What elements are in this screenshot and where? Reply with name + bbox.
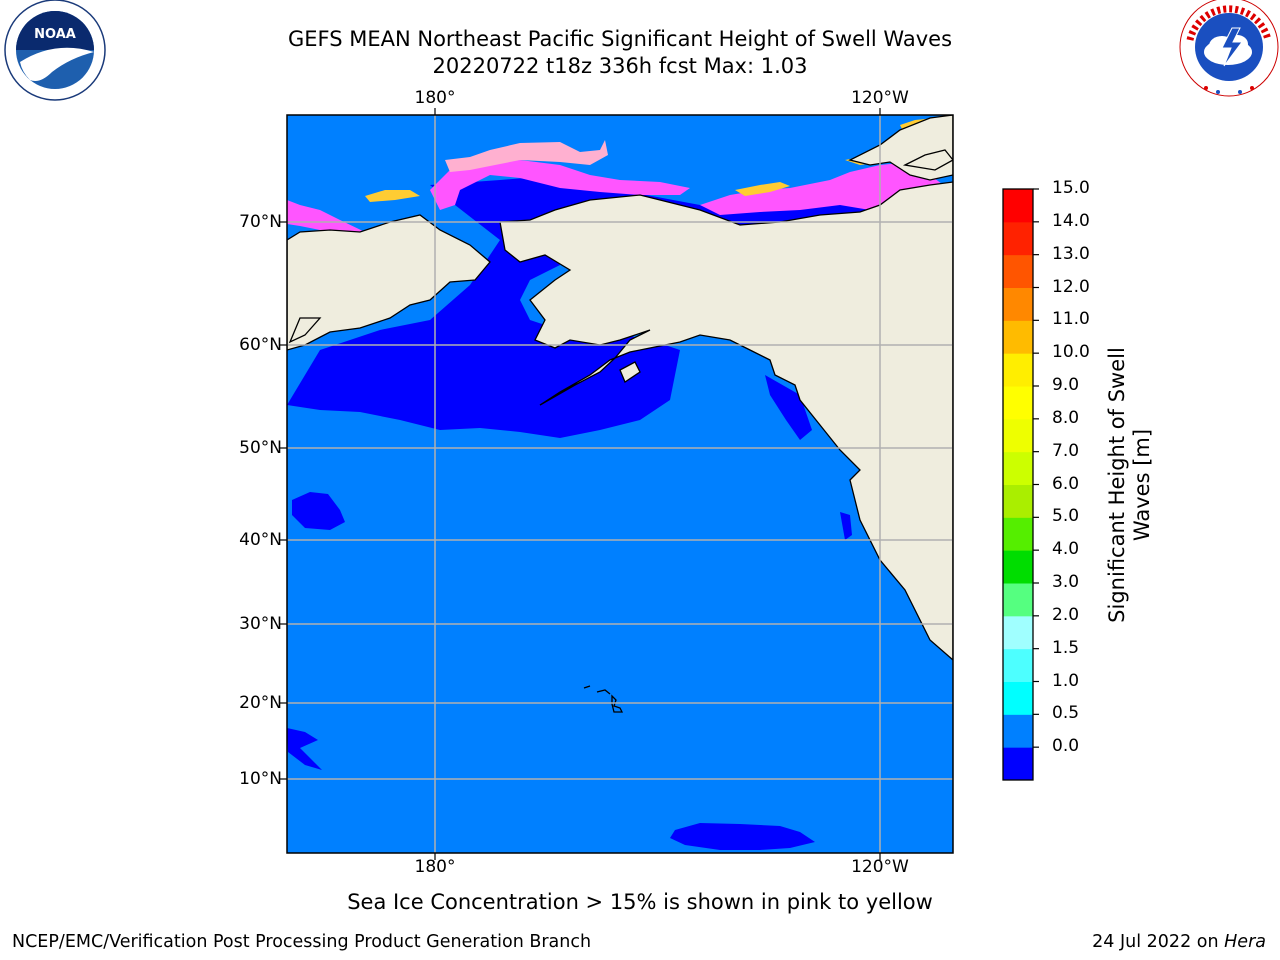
colorbar-tick-label: 9.0 <box>1052 375 1080 395</box>
colorbar-tick-label: 2.0 <box>1052 604 1080 625</box>
lat-label-60n: 60°N <box>239 335 282 355</box>
lat-label-50n: 50°N <box>239 438 282 458</box>
lon-label-top-180: 180° <box>414 88 456 108</box>
colorbar-tick-label: 0.5 <box>1052 703 1080 724</box>
colorbar-tick-label: 5.0 <box>1052 506 1080 527</box>
sea-ice-footnote: Sea Ice Concentration > 15% is shown in … <box>347 890 933 914</box>
chart-title: GEFS MEAN Northeast Pacific Significant … <box>287 27 953 51</box>
colorbar-swatch <box>1003 615 1033 650</box>
date-stamp: 24 Jul 2022 on Hera <box>1092 932 1266 952</box>
colorbar-swatch <box>1003 648 1033 682</box>
colorbar-swatch <box>1003 287 1033 321</box>
noaa-logo-text: NOAA <box>34 27 76 42</box>
swell-below-0.5-regions <box>287 175 953 850</box>
lon-label-bottom-180: 180° <box>414 857 456 877</box>
colorbar-tick-label: 11.0 <box>1052 309 1090 330</box>
colorbar-tick-label: 1.0 <box>1052 670 1080 691</box>
lat-label-30n: 30°N <box>239 614 282 634</box>
colorbar-swatch <box>1003 418 1033 453</box>
map-ticks <box>280 108 881 860</box>
lat-label-10n: 10°N <box>239 769 282 789</box>
graticule <box>287 115 953 853</box>
stamp-host: Hera <box>1224 932 1266 952</box>
colorbar-tick-label: 8.0 <box>1052 407 1080 428</box>
lat-label-70n: 70°N <box>239 212 282 232</box>
colorbar-tick-label: 6.0 <box>1052 473 1080 494</box>
colorbar-swatch <box>1003 714 1033 748</box>
colorbar-swatch <box>1003 484 1033 518</box>
chart-subtitle: 20220722 t18z 336h fcst Max: 1.03 <box>432 54 808 78</box>
colorbar-swatch <box>1003 386 1033 420</box>
hawaii-islands <box>583 685 624 713</box>
colorbar-swatch <box>1003 320 1033 354</box>
map-frame <box>286 114 954 854</box>
colorbar-label-line2: Waves [m] <box>1130 428 1154 542</box>
colorbar-tick-label: 13.0 <box>1052 243 1090 264</box>
colorbar-tick-label: 15.0 <box>1052 178 1090 198</box>
colorbar-tick-label: 10.0 <box>1052 342 1090 363</box>
noaa-logo: NOAA <box>4 0 106 101</box>
lat-label-40n: 40°N <box>239 530 282 550</box>
colorbar-tick-label: 1.5 <box>1052 637 1080 658</box>
colorbar-swatch <box>1003 747 1033 781</box>
colorbar <box>1002 188 1039 781</box>
lon-label-bottom-120w: 120°W <box>851 857 909 877</box>
colorbar-tick-label: 3.0 <box>1052 572 1080 592</box>
colorbar-swatch <box>1003 353 1033 387</box>
colorbar-swatch <box>1003 517 1033 551</box>
colorbar-tick-label: 7.0 <box>1052 440 1080 461</box>
colorbar-swatch <box>1003 451 1033 485</box>
colorbar-tick-label: 12.0 <box>1052 276 1090 297</box>
lat-label-20n: 20°N <box>239 693 282 713</box>
colorbar-swatch <box>1003 189 1033 223</box>
colorbar-tick-label: 0.0 <box>1052 736 1080 757</box>
stamp-date: 24 Jul 2022 on <box>1092 932 1219 952</box>
colorbar-swatch <box>1003 681 1033 715</box>
colorbar-tick-label: 4.0 <box>1052 539 1080 560</box>
map-area <box>287 115 953 853</box>
colorbar-tick-label: 14.0 <box>1052 210 1090 231</box>
credit-text: NCEP/EMC/Verification Post Processing Pr… <box>12 932 592 952</box>
colorbar-swatch <box>1003 221 1033 256</box>
nws-logo <box>1179 0 1279 97</box>
colorbar-swatch <box>1003 583 1033 617</box>
lon-label-top-120w: 120°W <box>851 88 909 108</box>
colorbar-label-line1: Significant Height of Swell <box>1105 347 1129 623</box>
colorbar-swatch <box>1003 254 1033 288</box>
land-masses <box>287 115 953 661</box>
colorbar-label: Significant Height of Swell Waves [m] <box>1105 285 1155 685</box>
colorbar-swatch <box>1003 550 1033 584</box>
